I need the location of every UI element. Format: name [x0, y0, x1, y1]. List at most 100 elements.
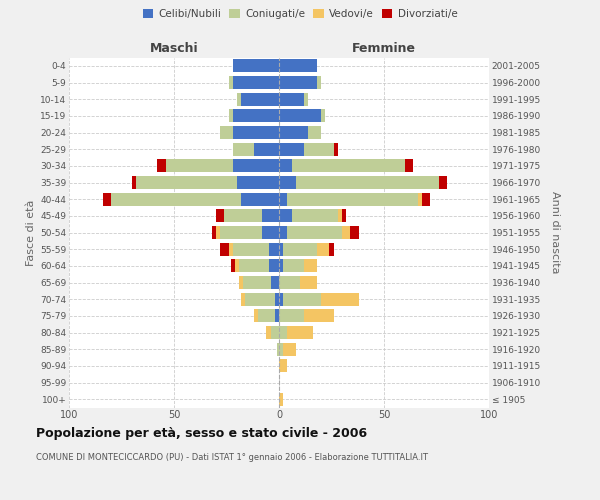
Bar	[241, 192, 279, 205]
Bar	[229, 110, 233, 122]
Bar	[334, 142, 338, 156]
Bar	[224, 210, 262, 222]
Bar	[283, 342, 296, 355]
Bar	[287, 326, 313, 339]
Bar	[279, 210, 292, 222]
Y-axis label: Fasce di età: Fasce di età	[26, 200, 36, 266]
Bar	[321, 110, 325, 122]
Bar	[317, 242, 329, 256]
Bar	[279, 92, 304, 106]
Bar	[269, 242, 279, 256]
Bar	[233, 110, 279, 122]
Bar	[287, 226, 342, 239]
Bar	[279, 60, 317, 72]
Bar	[317, 76, 321, 89]
Bar	[244, 276, 271, 289]
Bar	[321, 292, 359, 306]
Bar	[254, 142, 279, 156]
Bar	[279, 226, 287, 239]
Bar	[233, 160, 279, 172]
Bar	[277, 342, 279, 355]
Bar	[279, 276, 300, 289]
Bar	[237, 176, 279, 189]
Bar	[279, 242, 283, 256]
Bar	[279, 160, 292, 172]
Bar	[422, 192, 430, 205]
Bar	[279, 260, 283, 272]
Bar	[229, 76, 233, 89]
Text: Femmine: Femmine	[352, 42, 416, 55]
Bar	[271, 326, 279, 339]
Bar	[279, 192, 287, 205]
Text: Maschi: Maschi	[149, 42, 199, 55]
Bar	[229, 242, 233, 256]
Bar	[283, 242, 317, 256]
Bar	[350, 226, 359, 239]
Bar	[258, 310, 275, 322]
Bar	[220, 242, 229, 256]
Bar	[418, 192, 422, 205]
Bar	[212, 226, 216, 239]
Bar	[233, 76, 279, 89]
Bar	[233, 60, 279, 72]
Bar	[279, 310, 304, 322]
Bar	[296, 176, 439, 189]
Bar	[233, 126, 279, 139]
Bar	[245, 292, 275, 306]
Bar	[279, 392, 283, 406]
Bar	[279, 342, 283, 355]
Bar	[342, 210, 346, 222]
Y-axis label: Anni di nascita: Anni di nascita	[550, 191, 560, 274]
Bar	[233, 242, 269, 256]
Bar	[103, 192, 111, 205]
Bar	[279, 326, 287, 339]
Bar	[292, 160, 405, 172]
Bar	[111, 192, 241, 205]
Bar	[279, 142, 304, 156]
Bar	[220, 126, 233, 139]
Bar	[329, 242, 334, 256]
Bar	[241, 292, 245, 306]
Bar	[304, 142, 334, 156]
Bar	[338, 210, 342, 222]
Bar	[157, 160, 166, 172]
Bar	[239, 260, 269, 272]
Bar	[233, 142, 254, 156]
Bar	[262, 210, 279, 222]
Bar	[308, 126, 321, 139]
Bar	[266, 326, 271, 339]
Bar	[300, 276, 317, 289]
Bar	[292, 210, 338, 222]
Bar	[241, 92, 279, 106]
Text: Popolazione per età, sesso e stato civile - 2006: Popolazione per età, sesso e stato civil…	[36, 428, 367, 440]
Bar	[439, 176, 447, 189]
Bar	[220, 226, 262, 239]
Bar	[136, 176, 237, 189]
Bar	[279, 110, 321, 122]
Bar	[304, 310, 334, 322]
Bar	[405, 160, 413, 172]
Bar	[279, 360, 287, 372]
Bar	[279, 76, 317, 89]
Bar	[279, 292, 283, 306]
Bar	[235, 260, 239, 272]
Bar	[216, 226, 220, 239]
Bar	[283, 292, 321, 306]
Bar	[304, 260, 317, 272]
Bar	[342, 226, 350, 239]
Bar	[231, 260, 235, 272]
Bar	[262, 226, 279, 239]
Bar	[254, 310, 258, 322]
Legend: Celibi/Nubili, Coniugati/e, Vedovi/e, Divorziati/e: Celibi/Nubili, Coniugati/e, Vedovi/e, Di…	[139, 5, 461, 24]
Bar	[275, 292, 279, 306]
Bar	[132, 176, 136, 189]
Bar	[166, 160, 233, 172]
Bar	[275, 310, 279, 322]
Bar	[304, 92, 308, 106]
Bar	[216, 210, 224, 222]
Bar	[287, 192, 418, 205]
Bar	[279, 176, 296, 189]
Text: COMUNE DI MONTECICCARDO (PU) - Dati ISTAT 1° gennaio 2006 - Elaborazione TUTTITA: COMUNE DI MONTECICCARDO (PU) - Dati ISTA…	[36, 452, 428, 462]
Bar	[269, 260, 279, 272]
Bar	[239, 276, 244, 289]
